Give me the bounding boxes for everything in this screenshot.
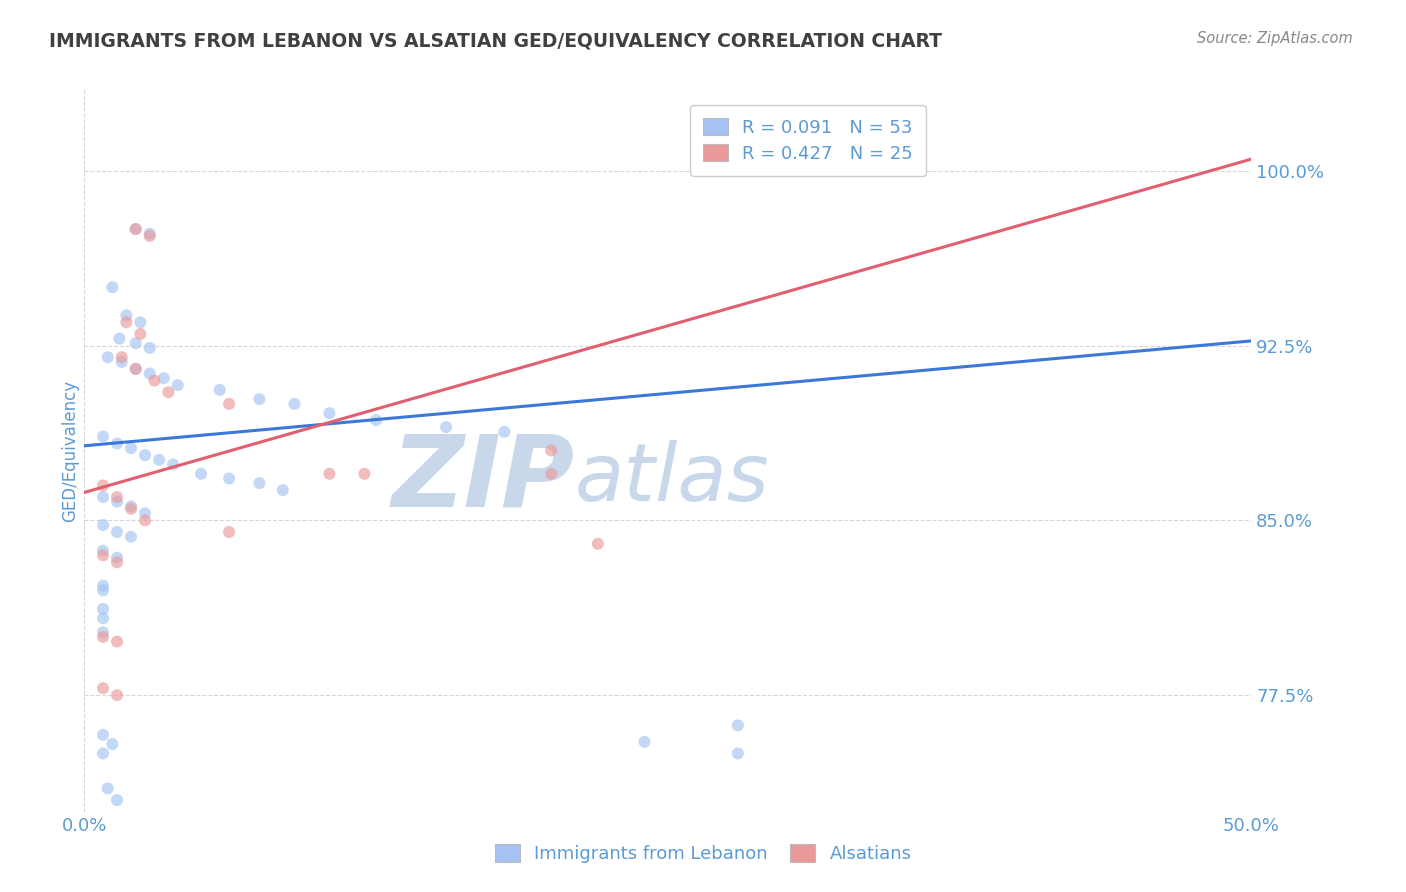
Point <box>108 332 131 346</box>
Point <box>105 550 128 565</box>
Point <box>125 222 148 236</box>
Text: ZIP: ZIP <box>391 431 575 528</box>
Point <box>120 501 142 516</box>
Point <box>111 350 134 364</box>
Point <box>91 625 114 640</box>
Point <box>97 781 120 796</box>
Point <box>91 543 114 558</box>
Point <box>120 500 142 514</box>
Point <box>120 530 142 544</box>
Point <box>134 507 156 521</box>
Point <box>138 341 160 355</box>
Point <box>91 579 114 593</box>
Point <box>143 374 166 388</box>
Point <box>138 227 160 241</box>
Point <box>162 458 184 472</box>
Point <box>134 448 156 462</box>
Point <box>540 443 562 458</box>
Point <box>134 513 156 527</box>
Point <box>125 362 148 376</box>
Point <box>125 336 148 351</box>
Text: atlas: atlas <box>575 441 769 518</box>
Point <box>91 728 114 742</box>
Point <box>91 747 114 761</box>
Point <box>105 634 128 648</box>
Point <box>91 478 114 492</box>
Point <box>249 392 271 407</box>
Point <box>318 406 340 420</box>
Point <box>271 483 294 497</box>
Legend: R = 0.091   N = 53, R = 0.427   N = 25: R = 0.091 N = 53, R = 0.427 N = 25 <box>690 105 925 176</box>
Legend: Immigrants from Lebanon, Alsatians: Immigrants from Lebanon, Alsatians <box>485 836 921 872</box>
Point <box>129 315 152 329</box>
Point <box>366 413 388 427</box>
Point <box>105 793 128 807</box>
Point <box>91 681 114 696</box>
Point <box>129 326 152 341</box>
Point <box>111 355 134 369</box>
Point <box>91 602 114 616</box>
Point <box>91 490 114 504</box>
Point <box>91 518 114 533</box>
Point <box>138 367 160 381</box>
Point <box>115 308 138 322</box>
Point <box>283 397 305 411</box>
Point <box>125 362 148 376</box>
Point <box>91 630 114 644</box>
Point <box>434 420 457 434</box>
Point <box>105 494 128 508</box>
Point <box>586 537 609 551</box>
Point <box>105 490 128 504</box>
Point <box>101 280 124 294</box>
Point <box>318 467 340 481</box>
Point <box>105 436 128 450</box>
Text: Source: ZipAtlas.com: Source: ZipAtlas.com <box>1197 31 1353 46</box>
Point <box>91 611 114 625</box>
Point <box>91 549 114 563</box>
Point <box>148 452 170 467</box>
Point <box>540 467 562 481</box>
Text: IMMIGRANTS FROM LEBANON VS ALSATIAN GED/EQUIVALENCY CORRELATION CHART: IMMIGRANTS FROM LEBANON VS ALSATIAN GED/… <box>49 31 942 50</box>
Point <box>190 467 212 481</box>
Point <box>157 385 180 400</box>
Point <box>494 425 516 439</box>
Point <box>166 378 188 392</box>
Point <box>91 429 114 443</box>
Point <box>115 315 138 329</box>
Point <box>727 747 749 761</box>
Point <box>91 583 114 598</box>
Point <box>105 524 128 539</box>
Point <box>218 471 240 485</box>
Point <box>633 735 655 749</box>
Point <box>353 467 375 481</box>
Y-axis label: GED/Equivalency: GED/Equivalency <box>60 379 79 522</box>
Point <box>249 476 271 491</box>
Point <box>152 371 174 385</box>
Point <box>105 688 128 702</box>
Point <box>218 397 240 411</box>
Point <box>218 524 240 539</box>
Point <box>125 222 148 236</box>
Point <box>208 383 231 397</box>
Point <box>101 737 124 751</box>
Point <box>727 718 749 732</box>
Point <box>97 350 120 364</box>
Point <box>105 555 128 569</box>
Point <box>120 441 142 455</box>
Point <box>138 229 160 244</box>
